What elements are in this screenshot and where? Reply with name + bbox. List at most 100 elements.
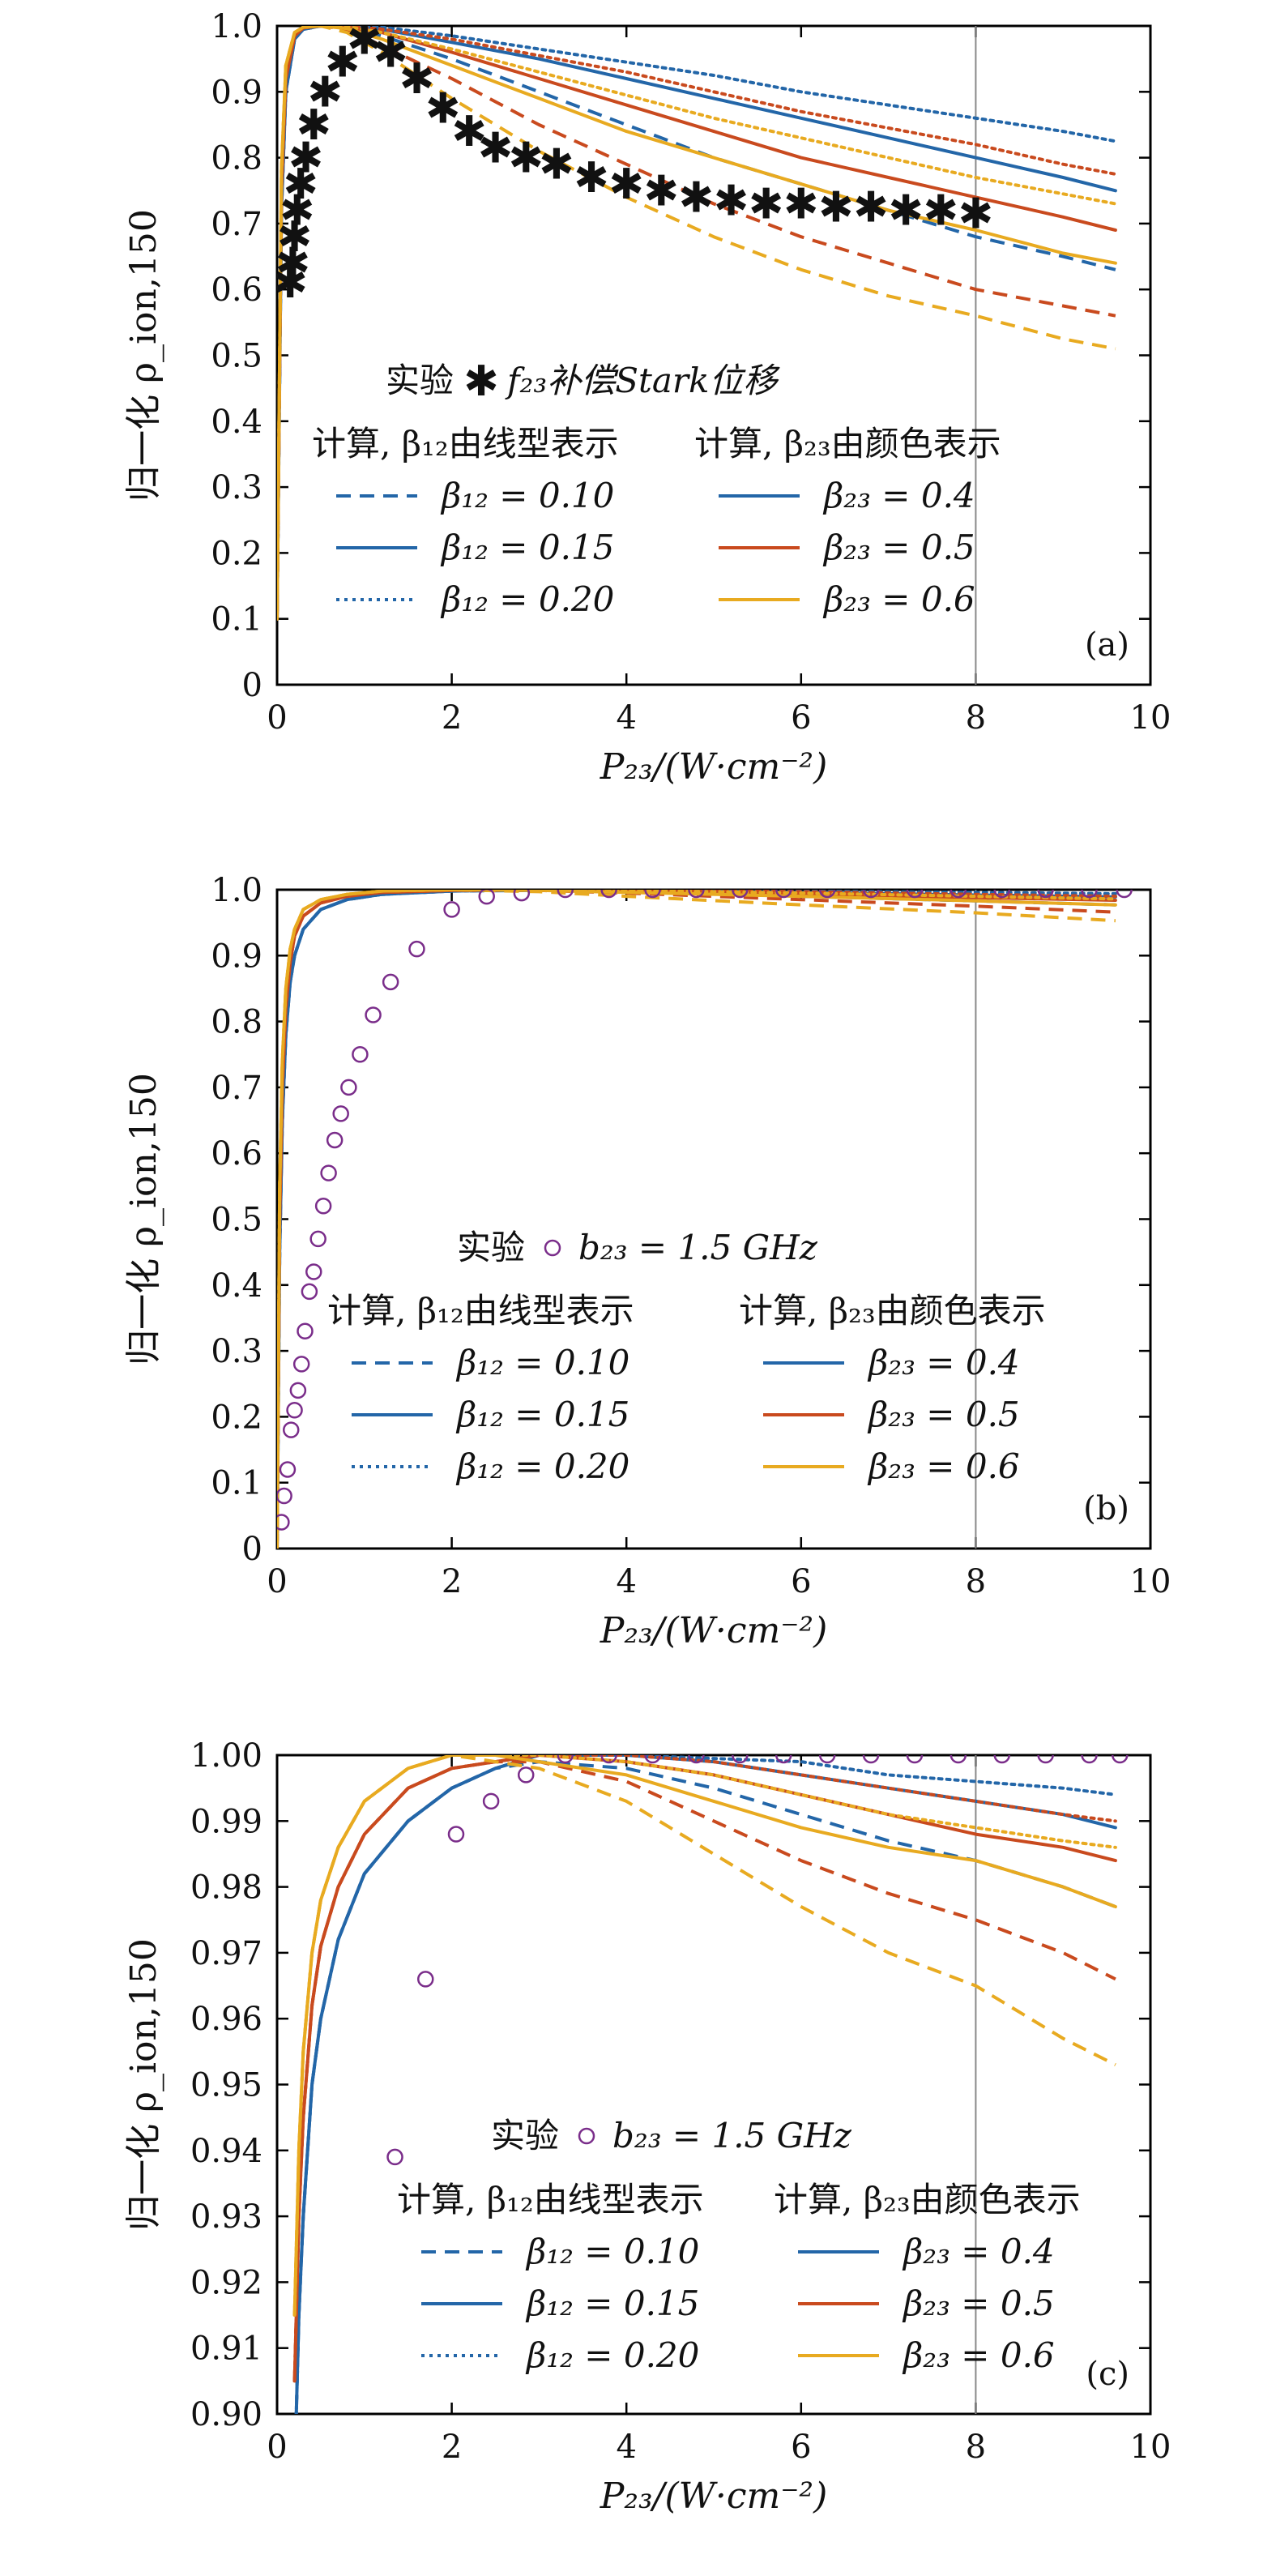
legend-linestyle-title: 计算, β₁₂由线型表示 [397,2180,704,2219]
legend-experiment-marker: ✱ [463,357,499,406]
x-tick-label: 6 [791,2429,811,2466]
chart-panel-1: 0 2 4 6 8 10 0 0.1 0.2 0.3 0.4 0.5 0.6 0.7 0.8 0.9 1.0 P₂… [123,8,1171,788]
experiment-marker: ✱ [325,39,361,88]
experiment-marker [862,1755,880,1764]
y-tick-label: 0.5 [211,338,262,375]
x-axis-label: P₂₃/(W·cm⁻²) [600,746,827,788]
experiment-marker: ✱ [425,85,461,134]
y-axis-label: 归一化 ρ_ion,150 [123,1938,164,2231]
experiment-marker [305,1263,322,1280]
y-tick-label: 0 [242,1531,262,1568]
experiment-marker [1081,1755,1098,1764]
panel-label: (a) [1085,626,1129,664]
experiment-marker [332,1105,349,1122]
x-tick-label: 6 [791,1563,811,1600]
series-group [292,1755,1117,2414]
series-line-gold-solid [292,1755,1117,2317]
experiment-marker [1081,890,1098,899]
x-tick-label: 8 [966,2429,986,2466]
experiment-marker [1112,1755,1129,1764]
y-tick-label: 0.93 [190,2198,262,2236]
experiment-marker [443,901,460,918]
experiment-marker: ✱ [923,187,958,236]
legend-color-label: β₂₃ = 0.6 [902,2335,1055,2375]
legend-color-label: β₂₃ = 0.5 [822,528,975,567]
experiment-marker [688,890,705,899]
x-axis-label: P₂₃/(W·cm⁻²) [600,1610,827,1651]
experiment-marker [1116,890,1133,899]
experiment-marker [314,1197,332,1215]
experiment-marker [352,1046,369,1063]
experiment-marker [993,890,1010,899]
experiment-marker: ✱ [277,213,313,262]
legend-color-title: 计算, β₂₃由颜色表示 [774,2180,1081,2219]
experiment-marker [1037,890,1054,899]
experiment-marker [365,1006,382,1023]
series-line-red-solid [277,26,1117,621]
y-tick-label: 0.1 [211,1465,262,1502]
legend-linestyle-label: β₁₂ = 0.10 [455,1343,629,1382]
experiment-marker [600,1755,617,1764]
legend-color-label: β₂₃ = 0.4 [822,476,975,515]
legend-linestyle-label: β₁₂ = 0.20 [440,579,614,619]
legend-experiment-label: f₂₃补偿Stark位移 [505,361,780,400]
series-line-gold-dotted [277,890,1117,1549]
series-line-red-dotted [277,26,1117,621]
series-line-blue-solid [277,26,1117,621]
legend-experiment-label: b₂₃ = 1.5 GHz [612,2116,852,2155]
series-group [277,890,1117,1549]
experiment-marker: ✱ [888,187,924,236]
experiment-marker [517,1766,535,1784]
experiment-marker [478,890,495,905]
experiment-marker [818,890,836,899]
y-tick-label: 0.1 [211,601,262,639]
experiment-marker [286,1402,303,1419]
y-tick-label: 0.5 [211,1202,262,1239]
experiment-marker [289,1382,307,1399]
experiment-marker [862,890,880,899]
legend-color-label: β₂₃ = 0.4 [867,1343,1020,1382]
experiment-marker: ✱ [539,141,574,190]
experiment-marker [382,973,399,991]
experiment-marker: ✱ [679,173,715,222]
experiment-marker [775,890,792,899]
y-tick-label: 0.99 [190,1803,262,1840]
y-tick-label: 0.4 [211,1267,262,1305]
y-tick-label: 0.6 [211,271,262,309]
x-tick-label: 8 [966,699,986,737]
experiment-marker: ✱ [296,101,331,150]
experiment-marker: ✱ [508,135,544,183]
legend-experiment-marker [544,1239,561,1257]
experiment-marker [320,1164,337,1181]
experiment-marker [482,1792,500,1810]
legend-experiment-prefix: 实验 [457,1228,525,1267]
x-tick-label: 4 [616,699,636,737]
experiment-marker [906,890,924,899]
experiment-marker: ✱ [853,184,889,233]
y-tick-label: 0.97 [190,1935,262,1972]
y-tick-label: 0.2 [211,1399,262,1436]
legend-color-title: 计算, β₂₃由颜色表示 [694,424,1001,464]
experiment-marker [732,890,749,899]
y-tick-label: 0.7 [211,206,262,243]
y-tick-label: 0.98 [190,1869,262,1907]
experiment-marker: ✱ [478,124,514,173]
y-tick-label: 0.95 [190,2067,262,2104]
experiment-marker [292,1356,310,1373]
experiment-marker: ✱ [644,167,680,216]
experiment-marker [950,1755,967,1764]
series-line-gold-dotted [292,1755,1117,2317]
series-line-gold-dashed [277,26,1116,619]
chart-panel-2: 0 2 4 6 8 10 0 0.1 0.2 0.3 0.4 0.5 0.6 0.7 0.8 0.9 1.0 P₂… [123,872,1171,1651]
y-tick-label: 0.2 [211,535,262,572]
experiment-marker [818,1755,836,1764]
series-line-gold-dotted [277,26,1117,621]
legend-color-label: β₂₃ = 0.4 [902,2232,1055,2271]
legend-experiment-prefix: 实验 [386,361,454,400]
legend-linestyle-label: β₁₂ = 0.10 [440,476,614,515]
experiment-marker [513,890,531,902]
experiment-marker [277,1514,290,1531]
y-tick-label: 0.90 [190,2396,262,2433]
y-tick-label: 0.92 [190,2264,262,2301]
x-tick-label: 4 [616,1563,636,1600]
